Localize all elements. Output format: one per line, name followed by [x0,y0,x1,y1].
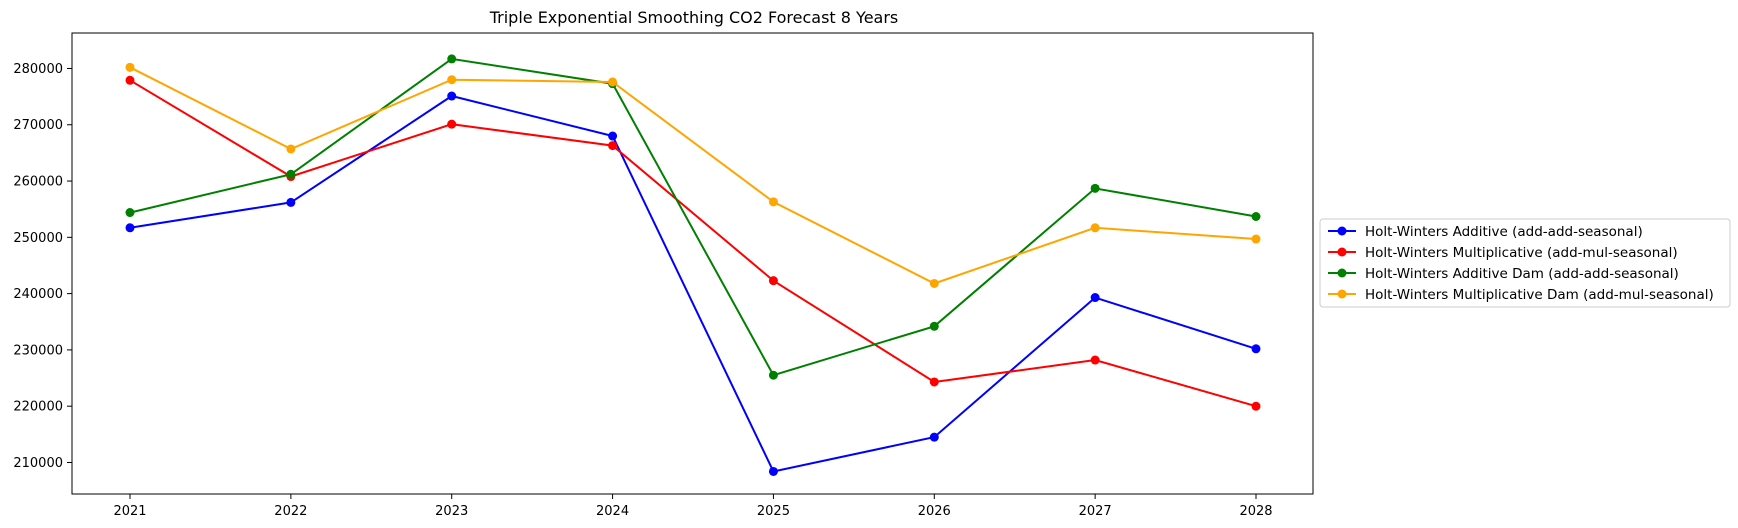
x-tick-label: 2026 [918,504,951,519]
y-tick-label: 260000 [13,175,63,190]
plot-series [125,54,1261,476]
y-tick-label: 280000 [13,62,63,77]
x-tick-label: 2022 [274,504,307,519]
legend: Holt-Winters Additive (add-add-seasonal)… [1319,218,1731,308]
x-tick-label: 2027 [1079,504,1112,519]
y-tick-label: 250000 [13,231,63,246]
series-line [129,94,1257,473]
legend-item: Holt-Winters Additive (add-add-seasonal) [1328,224,1643,240]
x-tick-label: 2025 [757,504,790,519]
data-point [608,77,618,87]
data-point [1090,183,1100,193]
series-line [129,79,1257,408]
data-point [447,75,457,85]
legend-item: Holt-Winters Additive Dam (add-add-seaso… [1328,266,1679,282]
data-point [608,131,618,141]
data-point [125,208,135,218]
y-tick-label: 230000 [13,343,63,358]
plot-axes: 2021 2022 2023 2024 2025 2026 2027 2028 210000 22… [13,32,1314,519]
legend-label: Holt-Winters Multiplicative Dam (add-mul… [1365,287,1714,303]
data-point [125,62,135,72]
x-tick-label: 2028 [1239,504,1272,519]
data-point [286,197,296,207]
x-tick-label: 2021 [113,504,146,519]
data-point [1090,293,1100,303]
legend-marker [1337,268,1347,278]
legend-frame [1319,218,1731,308]
data-point [447,91,457,101]
data-point [1090,355,1100,365]
legend-marker [1337,226,1347,236]
data-point [1251,211,1261,221]
y-tick-label: 270000 [13,118,63,133]
data-point [447,54,457,64]
data-point [929,377,939,387]
data-point [286,169,296,179]
y-tick-label: 240000 [13,287,63,302]
series-line [129,66,1257,285]
legend-marker [1337,247,1347,257]
data-point [929,278,939,288]
data-point [286,144,296,154]
y-tick-label: 210000 [13,456,63,471]
data-point [1251,401,1261,411]
legend-label: Holt-Winters Multiplicative (add-mul-sea… [1365,245,1678,261]
series-line [129,57,1257,377]
series-1 [125,91,1261,476]
plot-frame [71,32,1314,495]
y-tick-label: 220000 [13,400,63,415]
data-point [768,370,778,380]
series-3 [125,54,1261,380]
x-tick-label: 2023 [435,504,468,519]
data-point [929,321,939,331]
data-point [608,141,618,151]
data-point [768,276,778,286]
data-point [1251,234,1261,244]
series-4 [125,62,1261,288]
data-point [929,432,939,442]
legend-item: Holt-Winters Multiplicative (add-mul-sea… [1328,245,1678,261]
legend-label: Holt-Winters Additive (add-add-seasonal) [1365,224,1643,240]
data-point [1251,344,1261,354]
data-point [125,223,135,233]
legend-item: Holt-Winters Multiplicative Dam (add-mul… [1328,287,1714,303]
chart-title: Triple Exponential Smoothing CO2 Forecas… [489,8,899,27]
legend-label: Holt-Winters Additive Dam (add-add-seaso… [1365,266,1679,282]
x-tick-label: 2024 [596,504,629,519]
data-point [125,75,135,85]
data-point [768,197,778,207]
legend-marker [1337,289,1347,299]
data-point [1090,223,1100,233]
data-point [768,466,778,476]
data-point [447,119,457,129]
